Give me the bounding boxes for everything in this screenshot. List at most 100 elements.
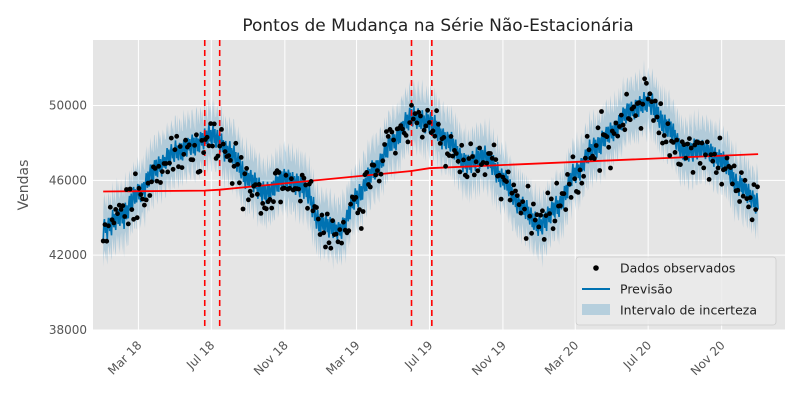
observed-point [687,136,692,142]
observed-point [595,125,601,131]
observed-point [323,244,328,250]
observed-point [321,230,327,236]
observed-point [604,134,610,140]
observed-point [753,207,759,213]
observed-point [448,134,454,139]
observed-point [746,204,751,210]
observed-point [514,193,520,199]
observed-point [179,165,185,171]
observed-point [283,172,289,178]
observed-point [654,114,660,120]
observed-point [552,218,558,224]
observed-point [276,170,282,175]
observed-point [627,117,633,123]
observed-point [545,190,551,196]
observed-point [493,157,499,163]
legend-marker-observed [593,265,599,271]
observed-point [649,99,655,105]
observed-point [142,202,147,208]
observed-point [434,108,439,114]
observed-point [233,140,239,146]
observed-point [167,160,172,166]
observed-point [226,153,232,159]
observed-point [617,124,622,129]
legend-label-observed: Dados observados [620,261,735,276]
observed-point [308,179,314,184]
observed-point [606,144,612,150]
observed-point [638,125,644,131]
observed-point [124,187,129,192]
observed-point [403,133,409,138]
observed-point [407,120,413,125]
observed-point [353,195,359,200]
observed-point [260,201,266,206]
observed-point [593,143,599,148]
observed-point [289,176,294,182]
observed-point [681,142,687,148]
observed-point [339,240,344,246]
observed-point [740,193,746,199]
observed-point [642,76,647,82]
observed-point [421,127,427,133]
observed-point [665,121,671,127]
observed-point [652,98,658,104]
observed-point [453,151,459,156]
observed-point [382,142,387,147]
observed-point [136,185,142,191]
observed-point [730,181,735,187]
observed-point [360,209,366,214]
observed-point [378,171,384,177]
observed-point [104,238,110,244]
observed-point [557,203,563,209]
observed-point [328,245,334,251]
observed-point [238,155,244,160]
observed-point [561,191,567,197]
trend-line [103,153,759,193]
observed-point [663,139,669,145]
observed-point [482,172,488,178]
observed-point [525,183,531,189]
observed-point [263,206,269,212]
observed-point [391,137,396,143]
y-axis-label: Vendas [16,160,32,211]
observed-points-layer [100,76,760,251]
observed-point [742,177,748,183]
observed-point [735,187,741,193]
observed-point [412,111,418,117]
observed-point [341,219,346,225]
observed-point [333,231,339,237]
observed-point [425,107,430,113]
observed-point [247,188,253,194]
observed-point [586,147,592,153]
observed-point [579,180,585,186]
observed-point [163,161,169,166]
observed-point [608,165,613,171]
observed-point [122,214,128,219]
observed-point [592,156,597,161]
observed-point [685,141,690,147]
observed-point [156,163,162,169]
x-tick-label: Nov 18 [251,338,291,378]
observed-point [516,202,522,208]
x-tick-label: Mar 18 [105,338,144,377]
observed-point [583,155,588,161]
x-tick-label: Jul 18 [183,338,217,372]
observed-point [667,153,673,158]
observed-point [376,178,382,184]
observed-point [430,128,436,134]
observed-point [651,118,656,123]
observed-point [253,182,258,188]
observed-point [278,199,283,205]
observed-point [712,151,717,157]
x-tick-label: Nov 19 [469,338,509,378]
observed-point [246,197,251,203]
observed-point [507,197,513,203]
observed-point [622,127,628,133]
observed-point [443,163,448,169]
observed-point [330,218,335,224]
observed-point [737,199,742,204]
observed-point [520,199,526,205]
observed-point [201,150,207,156]
observed-point [710,158,716,164]
observed-point [147,193,153,198]
